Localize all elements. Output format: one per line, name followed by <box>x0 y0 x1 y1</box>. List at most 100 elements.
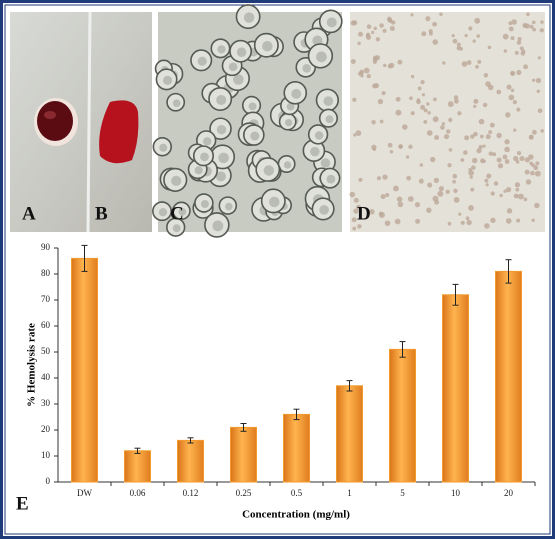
ghost-cell <box>447 221 452 226</box>
ghost-cell <box>468 168 472 172</box>
ghost-cell <box>376 176 381 181</box>
ghost-cell <box>534 170 541 177</box>
ghost-cell <box>352 97 357 102</box>
ghost-cell <box>513 128 517 132</box>
ghost-cell <box>417 86 422 91</box>
ghost-cell <box>490 217 496 224</box>
ghost-cell <box>379 23 384 28</box>
bar <box>124 450 151 483</box>
ghost-cell <box>488 151 493 156</box>
ghost-cell <box>539 28 544 33</box>
ghost-cell <box>510 88 515 93</box>
ghost-cell <box>452 179 456 184</box>
rbc-center <box>312 35 323 46</box>
y-tick-label: 20 <box>41 424 51 434</box>
ghost-cell <box>357 31 363 37</box>
ghost-cell <box>454 98 459 104</box>
ghost-cell <box>395 109 402 116</box>
ghost-cell <box>423 108 428 113</box>
ghost-cell <box>456 42 461 47</box>
error-bar <box>240 423 247 432</box>
ghost-cell <box>377 98 384 105</box>
ghost-cell <box>510 70 516 76</box>
ghost-cell <box>383 63 387 68</box>
ghost-cell <box>427 111 431 115</box>
ghost-cell <box>440 125 445 130</box>
ghost-cell <box>421 31 427 37</box>
ghost-cell <box>499 193 503 198</box>
ghost-cell <box>427 182 433 188</box>
ghost-cell <box>506 84 512 90</box>
ghost-cell <box>405 155 410 159</box>
ghost-cell <box>529 24 534 29</box>
ghost-cell <box>408 144 413 149</box>
rbc-center <box>171 175 182 186</box>
ghost-cell <box>396 196 403 202</box>
ghost-cell <box>353 208 359 214</box>
ghost-cell <box>475 64 479 69</box>
ghost-cell <box>490 191 495 196</box>
rbc-center <box>236 47 247 58</box>
ghost-cell <box>515 187 520 192</box>
rbc-center <box>225 202 233 211</box>
ghost-cell <box>423 119 428 124</box>
ghost-cell <box>392 185 399 192</box>
ghost-cell <box>385 192 390 198</box>
ghost-cell <box>465 216 470 221</box>
ghost-cell <box>430 156 436 163</box>
ghost-cell <box>398 144 403 149</box>
ghost-cell <box>512 100 517 105</box>
ghost-cell <box>502 154 508 160</box>
ghost-cell <box>485 134 491 140</box>
ghost-cell <box>537 108 543 114</box>
ghost-cell <box>482 144 486 148</box>
rbc-center <box>194 166 203 175</box>
ghost-cell <box>397 201 404 208</box>
ghost-cell <box>451 34 455 38</box>
ghost-cell <box>372 83 378 89</box>
ghost-cell <box>470 165 476 171</box>
rbc-center <box>200 152 209 162</box>
panel-label: B <box>95 203 108 224</box>
ghost-cell <box>514 50 519 55</box>
ghost-cell <box>432 116 439 123</box>
ghost-cell <box>350 59 356 64</box>
ghost-cell <box>526 12 530 17</box>
x-tick-label: 1 <box>347 488 352 498</box>
ghost-cell <box>472 39 476 43</box>
rbc-center <box>216 94 227 106</box>
ghost-cell <box>484 178 489 183</box>
rbc-center <box>159 143 168 152</box>
ghost-cell <box>457 111 462 116</box>
ghost-cell <box>372 59 377 64</box>
rbc-center <box>158 208 168 217</box>
ghost-cell <box>466 60 472 65</box>
ghost-cell <box>516 69 522 76</box>
ghost-cell <box>453 188 458 194</box>
ghost-cell <box>528 154 534 160</box>
ghost-cell <box>503 189 507 193</box>
ghost-cell <box>448 148 453 152</box>
ghost-cell <box>384 220 391 227</box>
ghost-cell <box>478 118 485 125</box>
ghost-cell <box>516 107 521 112</box>
x-tick-label: 0.5 <box>291 488 303 498</box>
ghost-cell <box>493 181 499 186</box>
ghost-cell <box>537 56 541 60</box>
ghost-cell <box>531 218 535 222</box>
ghost-cell <box>505 112 511 118</box>
ghost-cell <box>425 16 431 22</box>
ghost-cell <box>531 20 536 25</box>
ghost-cell <box>515 160 520 164</box>
ghost-cell <box>473 131 478 137</box>
rbc-center <box>250 131 260 141</box>
ghost-cell <box>456 46 461 51</box>
ghost-cell <box>477 59 482 64</box>
rbc-center <box>316 51 327 63</box>
ghost-cell <box>452 173 458 179</box>
ghost-cell <box>519 46 524 51</box>
ghost-cell <box>471 157 478 164</box>
ghost-cell <box>428 29 433 34</box>
ghost-cell <box>349 191 356 198</box>
